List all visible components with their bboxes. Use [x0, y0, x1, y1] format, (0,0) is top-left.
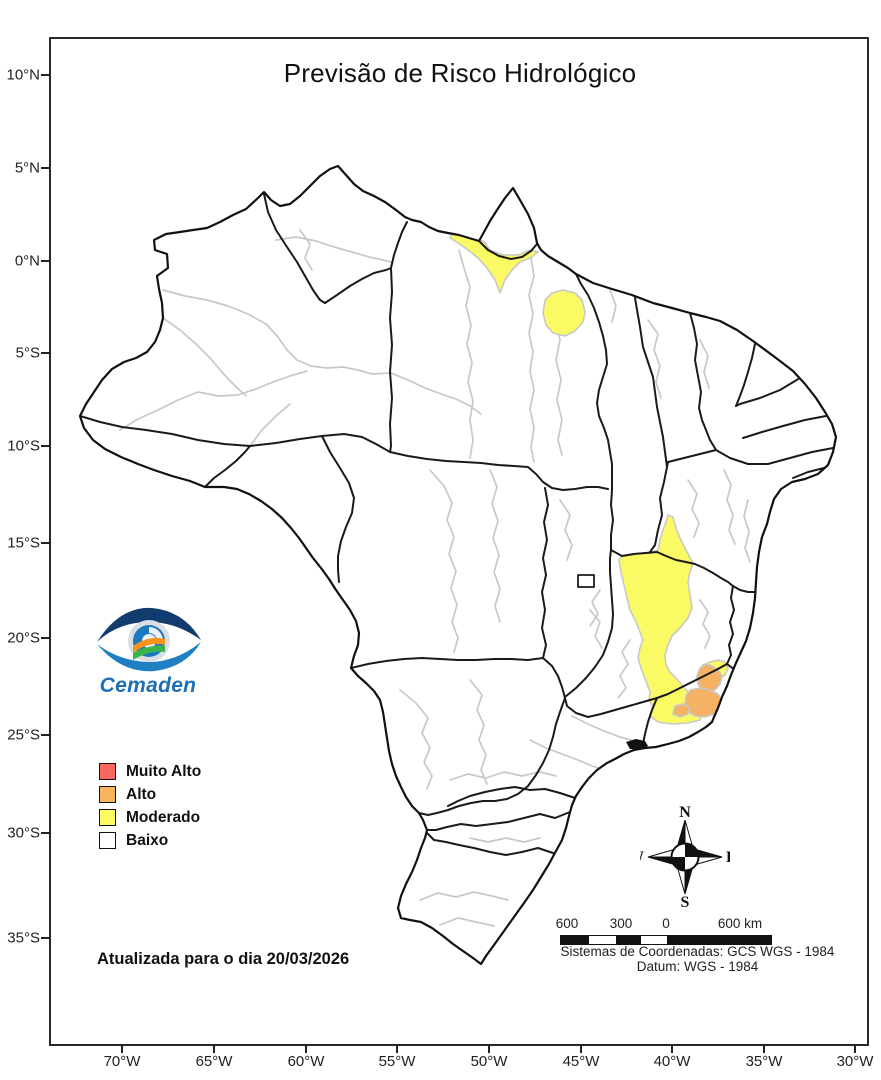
- longitude-label: 30°W: [836, 1053, 874, 1070]
- longitude-label: 65°W: [195, 1053, 233, 1070]
- latitude-tick: [41, 542, 50, 544]
- logo-eye-bottom: [97, 642, 201, 672]
- logo-c-gap: [149, 627, 163, 641]
- latitude-label: 20°S: [7, 629, 40, 647]
- scale-label-600-km: 600 km: [717, 916, 763, 931]
- longitude-label: 50°W: [470, 1053, 508, 1070]
- cemaden-logo: [97, 607, 201, 672]
- rio-coast-blob: [626, 739, 648, 750]
- update-date-note: Atualizada para o dia 20/03/2026: [97, 950, 350, 968]
- scale-bar-segments: [560, 935, 772, 945]
- cemaden-logo-text: Cemaden: [99, 674, 197, 697]
- legend-label-muito-alto: Muito Alto: [126, 762, 202, 780]
- longitude-label: 70°W: [103, 1053, 141, 1070]
- longitude-label: 45°W: [562, 1053, 600, 1070]
- legend-item-muito-alto: Muito Alto: [99, 760, 201, 783]
- latitude-label: 5°N: [14, 159, 40, 177]
- subregion-boundaries: [119, 229, 751, 927]
- latitude-label: 25°S: [7, 726, 40, 744]
- risk-region-alto-sw: [672, 703, 691, 718]
- risk-region-alto-rio: [684, 687, 723, 718]
- legend-swatch-muito-alto: [99, 763, 116, 780]
- compass-letter-s: S: [681, 894, 690, 909]
- logo-wave-orange: [133, 637, 165, 653]
- longitude-tick: [121, 1045, 123, 1053]
- legend-item-moderado: Moderado: [99, 806, 201, 829]
- risk-regions: [449, 232, 729, 725]
- latitude-tick: [41, 637, 50, 639]
- state-boundaries: [80, 193, 834, 856]
- compass-letter-n: N: [679, 805, 691, 821]
- scale-label-300: 300: [609, 916, 633, 931]
- latitude-label: 35°S: [7, 929, 40, 947]
- risk-region-moderado-para: [542, 289, 586, 337]
- longitude-tick: [580, 1045, 582, 1053]
- longitude-label: 35°W: [745, 1053, 783, 1070]
- legend-swatch-moderado: [99, 809, 116, 826]
- scale-label-0: 0: [662, 916, 670, 931]
- logo-wave-green: [133, 645, 165, 660]
- map-frame: [49, 37, 869, 1046]
- scale-segment: [667, 936, 771, 944]
- compass-quadrant-ne: [685, 843, 699, 857]
- longitude-tick: [305, 1045, 307, 1053]
- scale-label-600-left: 600: [555, 916, 579, 931]
- longitude-label: 40°W: [653, 1053, 691, 1070]
- compass-quadrant-sw: [671, 857, 685, 871]
- coordinate-system-info: Sistemas de Coordenadas: GCS WGS - 1984 …: [535, 944, 860, 974]
- latitude-tick: [41, 445, 50, 447]
- compass-rose: N S E W: [640, 805, 730, 909]
- latitude-tick: [41, 74, 50, 76]
- logo-eye-top: [97, 607, 201, 642]
- datum-line: Datum: WGS - 1984: [636, 959, 759, 974]
- latitude-tick: [41, 260, 50, 262]
- brazil-landmass: [80, 166, 836, 964]
- latitude-tick: [41, 832, 50, 834]
- risk-region-alto-upper: [696, 663, 723, 694]
- latitude-label: 15°S: [7, 534, 40, 552]
- brazil-outline: [78, 164, 838, 966]
- longitude-tick: [396, 1045, 398, 1053]
- scale-segment: [561, 936, 589, 944]
- scale-segment: [589, 936, 616, 944]
- longitude-tick: [671, 1045, 673, 1053]
- longitude-tick: [488, 1045, 490, 1053]
- compass-letter-e: E: [726, 849, 730, 866]
- compass-letter-w: W: [640, 849, 644, 866]
- scale-bar: 600 300 0 600 km: [555, 916, 780, 948]
- latitude-label: 5°S: [15, 344, 40, 362]
- latitude-label: 10°S: [7, 437, 40, 455]
- longitude-tick: [763, 1045, 765, 1053]
- longitude-label: 55°W: [378, 1053, 416, 1070]
- risk-legend: Muito Alto Alto Moderado Baixo: [99, 760, 201, 852]
- longitude-tick: [854, 1045, 856, 1053]
- latitude-tick: [41, 352, 50, 354]
- latitude-tick: [41, 167, 50, 169]
- legend-item-baixo: Baixo: [99, 829, 201, 852]
- longitude-label: 60°W: [287, 1053, 325, 1070]
- legend-item-alto: Alto: [99, 783, 201, 806]
- latitude-label: 0°N: [14, 252, 40, 270]
- latitude-tick: [41, 734, 50, 736]
- longitude-tick: [213, 1045, 215, 1053]
- latitude-label: 10°N: [6, 66, 40, 84]
- legend-label-baixo: Baixo: [126, 831, 169, 849]
- page-title: Previsão de Risco Hidrológico: [283, 58, 637, 88]
- legend-swatch-alto: [99, 786, 116, 803]
- scale-segment: [641, 936, 667, 944]
- legend-label-moderado: Moderado: [126, 808, 201, 826]
- legend-label-alto: Alto: [126, 785, 157, 803]
- risk-region-moderado-mg: [618, 514, 704, 725]
- legend-swatch-baixo: [99, 832, 116, 849]
- latitude-label: 30°S: [7, 824, 40, 842]
- scale-segment: [616, 936, 641, 944]
- latitude-tick: [41, 937, 50, 939]
- risk-region-moderado-jari: [449, 232, 539, 294]
- coordinate-system-line: Sistemas de Coordenadas: GCS WGS - 1984: [560, 944, 835, 959]
